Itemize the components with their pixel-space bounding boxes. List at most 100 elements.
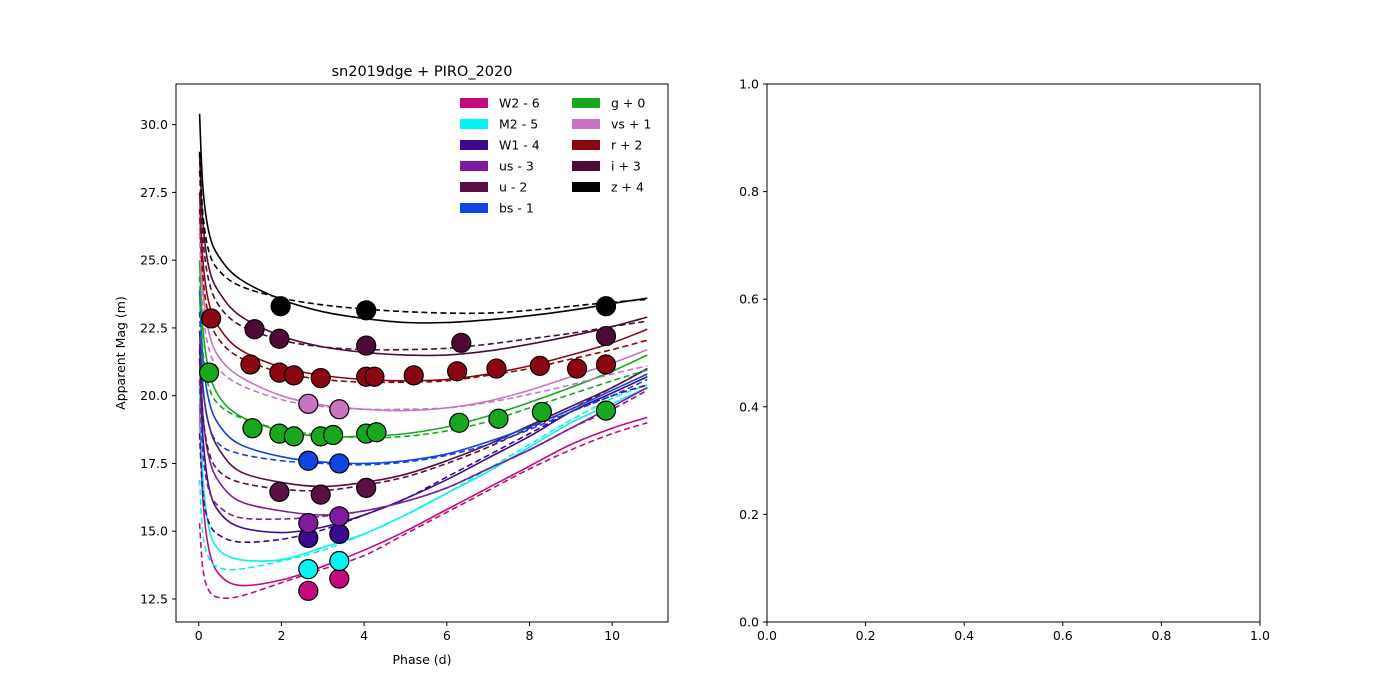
data-point-g-0 [366, 422, 387, 443]
data-points [198, 296, 617, 601]
legend-swatch [572, 119, 600, 129]
y-tick-label: 30.0 [140, 117, 168, 132]
data-point-u-2 [356, 477, 377, 498]
y-tick-label: 20.0 [140, 388, 168, 403]
y-tick-label: 1.0 [739, 77, 759, 92]
legend-swatch [572, 182, 600, 192]
model-solid-w2-6 [198, 403, 648, 587]
legend-label: r + 2 [611, 138, 643, 153]
left-axes: 0 2 4 6 8 10 12.5 15.0 17.5 20.0 22.5 25.0 27.5 30.0… [113, 64, 669, 667]
data-point-z-4 [595, 296, 617, 317]
y-tick-label: 0.8 [739, 184, 759, 199]
data-point-w2-6 [298, 580, 319, 601]
model-solid-bs-1 [198, 289, 648, 465]
legend-label: z + 4 [611, 180, 644, 195]
data-point-g-0 [323, 424, 344, 446]
legend: W2 - 6 M2 - 5 W1 - 4 us - 3 u - 2 bs - 1 g + 0… [460, 96, 651, 216]
data-point-m2-5 [329, 550, 350, 572]
y-tick-label: 0.6 [739, 292, 759, 307]
legend-label: us - 3 [499, 159, 534, 174]
right-axes: 0.0 0.2 0.4 0.6 0.8 1.0 0.0 0.2 0.4 0.6 0.8 1.0 [739, 77, 1270, 644]
x-tick-label: 4 [360, 628, 368, 643]
data-point-r-2 [310, 367, 331, 389]
x-tick-label: 8 [526, 628, 534, 643]
data-point-vs-1 [329, 399, 350, 420]
x-tick-label: 10 [604, 628, 620, 643]
data-point-r-2 [403, 365, 424, 386]
legend-swatch [460, 203, 488, 213]
legend-label: bs - 1 [499, 201, 534, 216]
y-tick-label: 12.5 [140, 591, 168, 606]
legend-swatch [460, 182, 488, 192]
data-point-r-2 [529, 355, 550, 376]
model-dashed-g-0 [198, 276, 648, 439]
x-tick-label: 0.0 [757, 628, 777, 643]
data-point-g-0 [242, 418, 263, 439]
data-point-r-2 [486, 358, 507, 379]
legend-swatch [572, 161, 600, 171]
y-tick-label: 0.0 [739, 615, 759, 630]
data-point-r-2 [240, 354, 261, 375]
x-tick-label: 1.0 [1250, 628, 1270, 643]
data-point-g-0 [488, 408, 509, 429]
legend-label: g + 0 [611, 96, 645, 111]
data-point-us-3 [329, 506, 350, 527]
model-solid-us-3 [198, 344, 648, 516]
model-dashed-w2-6 [198, 422, 648, 600]
data-point-i-3 [356, 335, 377, 356]
left-axes-frame [175, 83, 669, 623]
model-dashed-bs-1 [198, 311, 648, 466]
data-point-i-3 [269, 328, 290, 349]
data-point-g-0 [283, 426, 304, 447]
data-point-i-3 [595, 325, 617, 347]
right-y-ticks: 0.0 0.2 0.4 0.6 0.8 1.0 [739, 77, 767, 630]
data-point-bs-1 [298, 450, 319, 471]
model-dashed-i-3 [198, 170, 648, 351]
legend-swatch [460, 140, 488, 150]
x-axis-label: Phase (d) [393, 652, 452, 667]
model-dashed-vs-1 [198, 233, 648, 411]
left-y-ticks: 12.5 15.0 17.5 20.0 22.5 25.0 27.5 30.0 [140, 117, 176, 606]
legend-label: u - 2 [499, 180, 527, 195]
model-solid-vs-1 [198, 216, 648, 412]
data-point-vs-1 [298, 393, 319, 414]
model-dashed-z-4 [198, 151, 648, 315]
data-point-g-0 [595, 400, 617, 421]
data-point-z-4 [270, 296, 291, 317]
data-point-r-2 [201, 308, 222, 329]
model-dashed-u-2 [198, 349, 648, 492]
data-point-g-0 [449, 412, 470, 433]
data-point-g-0 [198, 362, 220, 383]
data-point-m2-5 [298, 559, 319, 580]
y-tick-label: 25.0 [140, 253, 168, 268]
data-point-i-3 [244, 319, 265, 340]
data-point-u-2 [269, 481, 290, 503]
model-dashed-m2-5 [198, 384, 648, 571]
data-point-z-4 [356, 300, 377, 321]
data-point-r-2 [447, 361, 468, 382]
legend-label: M2 - 5 [499, 117, 538, 132]
legend-label: i + 3 [611, 159, 641, 174]
y-axis-label: Apparent Mag (m) [113, 296, 128, 410]
right-x-ticks: 0.0 0.2 0.4 0.6 0.8 1.0 [757, 622, 1270, 643]
data-point-r-2 [283, 365, 304, 386]
x-tick-label: 0.2 [856, 628, 876, 643]
x-tick-label: 0.4 [954, 628, 974, 643]
y-tick-label: 15.0 [140, 524, 168, 539]
data-point-w2-6 [329, 568, 350, 589]
data-point-r-2 [364, 366, 385, 387]
legend-swatch [572, 98, 600, 108]
data-point-w1-4 [329, 523, 350, 545]
data-point-g-0 [531, 401, 552, 423]
y-tick-label: 27.5 [140, 185, 168, 200]
x-tick-label: 0 [195, 628, 203, 643]
legend-swatch [460, 119, 488, 129]
data-point-us-3 [298, 512, 319, 534]
legend-label: W2 - 6 [499, 96, 540, 111]
legend-swatch [460, 98, 488, 108]
y-tick-label: 0.2 [739, 507, 759, 522]
x-tick-label: 0.8 [1151, 628, 1171, 643]
right-axes-frame [766, 83, 1261, 623]
data-point-r-2 [566, 358, 588, 379]
